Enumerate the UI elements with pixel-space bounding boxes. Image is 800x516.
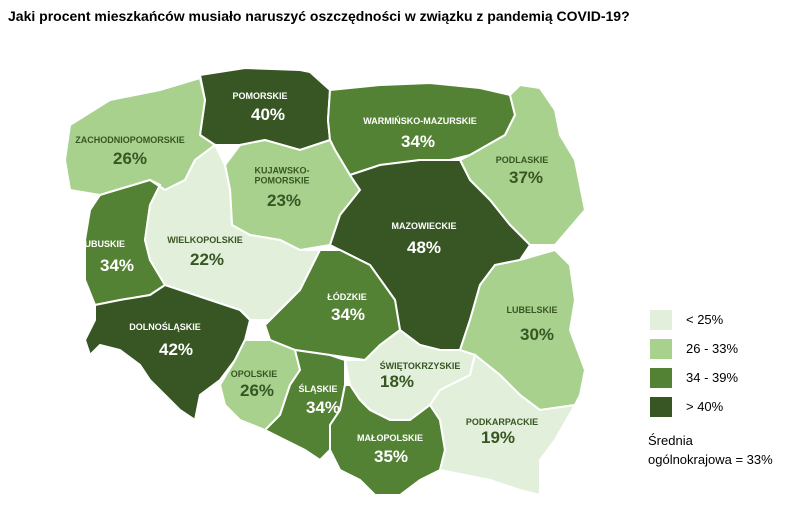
region-name: WARMIŃSKO-MAZURSKIE — [363, 115, 477, 126]
value-label: 26% — [239, 381, 275, 401]
value-label: 40% — [250, 105, 286, 125]
region — [428, 353, 577, 497]
legend-swatch — [650, 339, 672, 359]
note: Średnia ogólnokrajowa = 33% — [648, 432, 773, 470]
value-label: 26% — [112, 149, 148, 169]
title: Jaki procent mieszkańców musiało naruszy… — [8, 8, 630, 24]
region-name: MAŁOPOLSKIE — [356, 432, 424, 443]
legend-label: < 25% — [686, 312, 724, 327]
note-line: ogólnokrajowa = 33% — [648, 451, 773, 467]
value-label: 34% — [305, 398, 341, 418]
value-label: 37% — [508, 168, 544, 188]
legend-swatch — [650, 368, 672, 388]
value-label: 19% — [480, 428, 516, 448]
region-name: ŚWIĘTOKRZYSKIE — [379, 360, 461, 371]
legend-label: 26 - 33% — [686, 341, 739, 356]
region-name: LUBUSKIE — [78, 238, 126, 249]
region-name: ŚLĄSKIE — [298, 383, 338, 394]
region-name: LUBELSKIE — [506, 304, 558, 315]
region — [83, 283, 252, 422]
value-label: 35% — [373, 447, 409, 467]
region — [263, 348, 346, 462]
value-label: 42% — [158, 340, 194, 360]
region-name: MAZOWIECKIE — [391, 220, 457, 231]
region-name: PODLASKIE — [495, 154, 549, 165]
region-name: WIELKOPOLSKIE — [167, 234, 243, 245]
region-name: ŁÓDZKIE — [327, 291, 367, 302]
value-label: 22% — [189, 250, 225, 270]
region-name: PODKARPACKIE — [465, 416, 539, 427]
value-label: 34% — [330, 305, 366, 325]
region-name: OPOLSKIE — [230, 368, 278, 379]
region-name: DOLNOŚLĄSKIE — [129, 321, 201, 332]
region-name: KUJAWSKO-POMORSKIE — [254, 165, 310, 186]
region-name: POMORSKIE — [232, 90, 288, 101]
legend-swatch — [650, 310, 672, 330]
value-label: 34% — [99, 256, 135, 276]
value-label: 48% — [406, 238, 442, 258]
value-label: 23% — [266, 191, 302, 211]
value-label: 30% — [519, 325, 555, 345]
legend-label: > 40% — [686, 399, 724, 414]
legend-swatch — [650, 397, 672, 417]
value-label: 34% — [400, 132, 436, 152]
legend-label: 34 - 39% — [686, 370, 739, 385]
region-name: ZACHODNIOPOMORSKIE — [75, 134, 185, 145]
note-line: Średnia — [648, 433, 693, 448]
value-label: 18% — [379, 372, 415, 392]
